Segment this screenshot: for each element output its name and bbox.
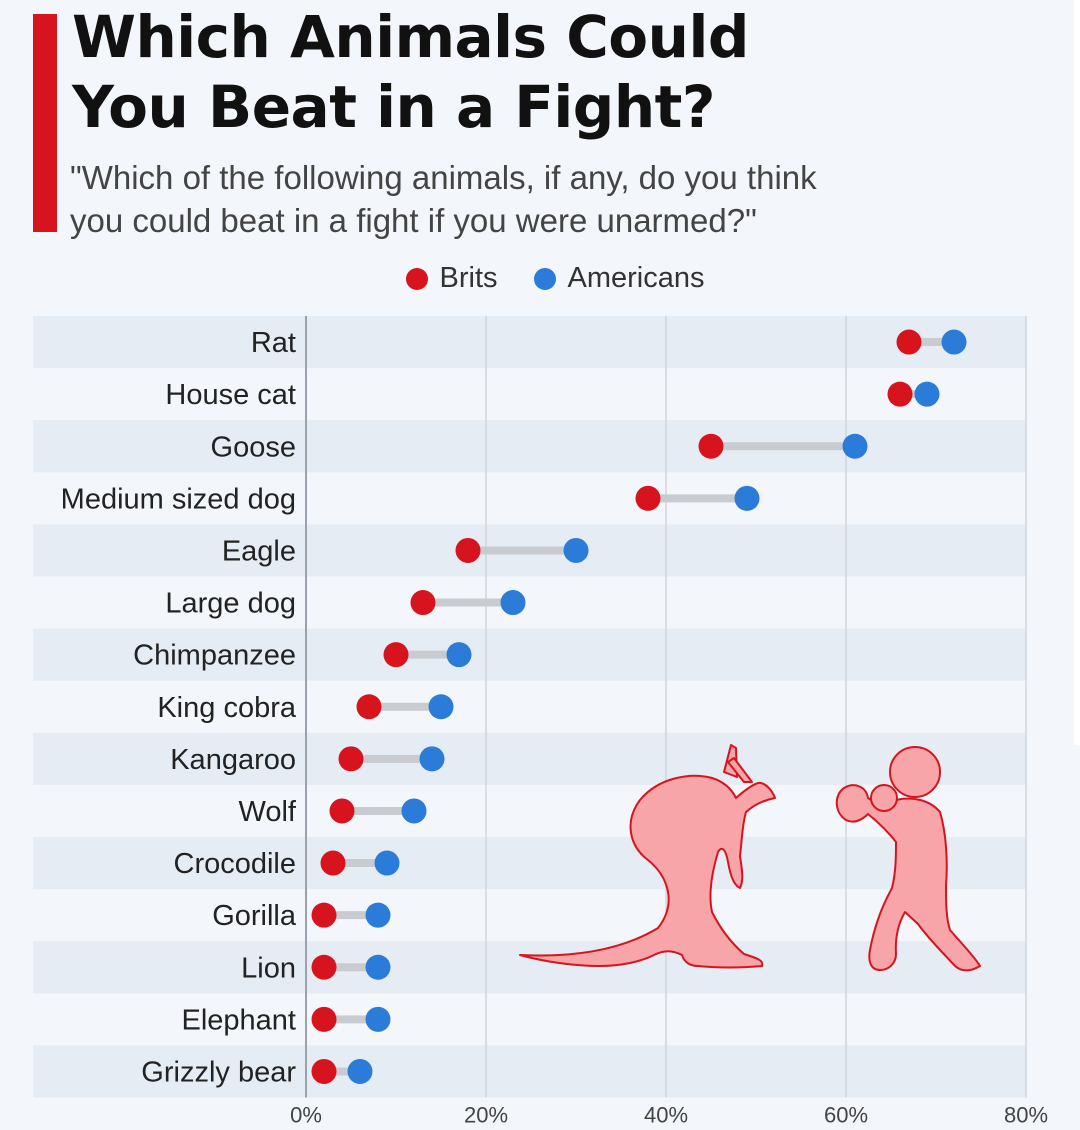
americans-point bbox=[365, 954, 391, 980]
dumbbells bbox=[311, 329, 967, 1084]
americans-point bbox=[500, 590, 526, 616]
category-label: Gorilla bbox=[212, 900, 297, 932]
category-label: Chimpanzee bbox=[133, 640, 296, 672]
row-band bbox=[33, 732, 1026, 785]
row-band bbox=[33, 1045, 1026, 1098]
brits-point bbox=[311, 1006, 337, 1032]
americans-point bbox=[446, 642, 472, 668]
title-line-2: You Beat in a Fight? bbox=[72, 73, 715, 141]
brits-point bbox=[410, 590, 436, 616]
title-accent-bar bbox=[33, 14, 57, 232]
americans-point bbox=[941, 329, 967, 355]
x-tick-label: 60% bbox=[824, 1103, 868, 1128]
row-bands bbox=[33, 316, 1026, 1098]
americans-point bbox=[365, 902, 391, 928]
brits-point bbox=[311, 954, 337, 980]
legend-item-americans: Americans bbox=[533, 262, 705, 295]
brits-point bbox=[698, 433, 724, 459]
category-label: King cobra bbox=[157, 692, 297, 724]
category-label: Goose bbox=[211, 431, 296, 463]
americans-point bbox=[842, 433, 868, 459]
x-tick-label: 80% bbox=[1004, 1103, 1048, 1128]
subtitle-line-1: "Which of the following animals, if any,… bbox=[70, 159, 817, 196]
category-label: Elephant bbox=[182, 1004, 297, 1036]
brits-point bbox=[329, 798, 355, 824]
row-band bbox=[33, 628, 1026, 681]
brits-point bbox=[320, 850, 346, 876]
americans-point bbox=[419, 746, 445, 772]
chart-subtitle: "Which of the following animals, if any,… bbox=[70, 156, 970, 242]
category-labels: Rat House cat Goose Medium sized dog Eagle La… bbox=[61, 327, 297, 1088]
row-band bbox=[33, 941, 1026, 994]
brits-point bbox=[338, 746, 364, 772]
category-label: Medium sized dog bbox=[61, 483, 296, 515]
chart-title: Which Animals Could You Beat in a Fight? bbox=[72, 2, 749, 142]
legend-item-brits: Brits bbox=[405, 262, 498, 295]
americans-point bbox=[365, 1006, 391, 1032]
brits-point bbox=[635, 485, 661, 511]
category-label: Wolf bbox=[239, 796, 297, 828]
americans-point bbox=[347, 1058, 373, 1084]
category-label: Eagle bbox=[222, 535, 296, 567]
subtitle-line-2: you could beat in a fight if you were un… bbox=[70, 202, 757, 239]
americans-point bbox=[563, 537, 589, 563]
brits-point bbox=[896, 329, 922, 355]
legend-label-brits: Brits bbox=[439, 262, 498, 294]
category-label: Rat bbox=[251, 327, 296, 359]
americans-point bbox=[401, 798, 427, 824]
row-band bbox=[33, 837, 1026, 890]
x-tick-label: 20% bbox=[464, 1103, 508, 1128]
edge-strip bbox=[1074, 0, 1080, 745]
x-tick-label: 40% bbox=[644, 1103, 688, 1128]
americans-point bbox=[374, 850, 400, 876]
brits-point bbox=[311, 902, 337, 928]
kangaroo-icon bbox=[519, 744, 776, 969]
category-label: Grizzly bear bbox=[141, 1056, 296, 1088]
americans-point bbox=[914, 381, 940, 407]
row-band bbox=[33, 420, 1026, 473]
x-tick-label: 0% bbox=[290, 1103, 322, 1128]
title-line-1: Which Animals Could bbox=[72, 3, 749, 71]
row-band bbox=[33, 316, 1026, 369]
brits-point bbox=[356, 694, 382, 720]
category-label: Kangaroo bbox=[170, 744, 296, 776]
brits-point bbox=[383, 642, 409, 668]
legend-label-americans: Americans bbox=[567, 262, 705, 294]
americans-point bbox=[734, 485, 760, 511]
boxer-icon bbox=[835, 746, 981, 972]
brits-point bbox=[887, 381, 913, 407]
brits-point bbox=[311, 1058, 337, 1084]
illustrations bbox=[519, 744, 981, 972]
brits-point bbox=[455, 537, 481, 563]
category-label: Lion bbox=[241, 952, 296, 984]
category-label: Crocodile bbox=[174, 848, 297, 880]
legend-dot-americans bbox=[533, 267, 556, 290]
x-axis-tick-labels: 0% 20% 40% 60% 80% bbox=[290, 1103, 1048, 1128]
category-label: House cat bbox=[165, 379, 296, 411]
legend-dot-brits bbox=[405, 267, 428, 290]
category-label: Large dog bbox=[165, 588, 296, 620]
chart-legend: Brits Americans bbox=[0, 262, 1080, 295]
americans-point bbox=[428, 694, 454, 720]
